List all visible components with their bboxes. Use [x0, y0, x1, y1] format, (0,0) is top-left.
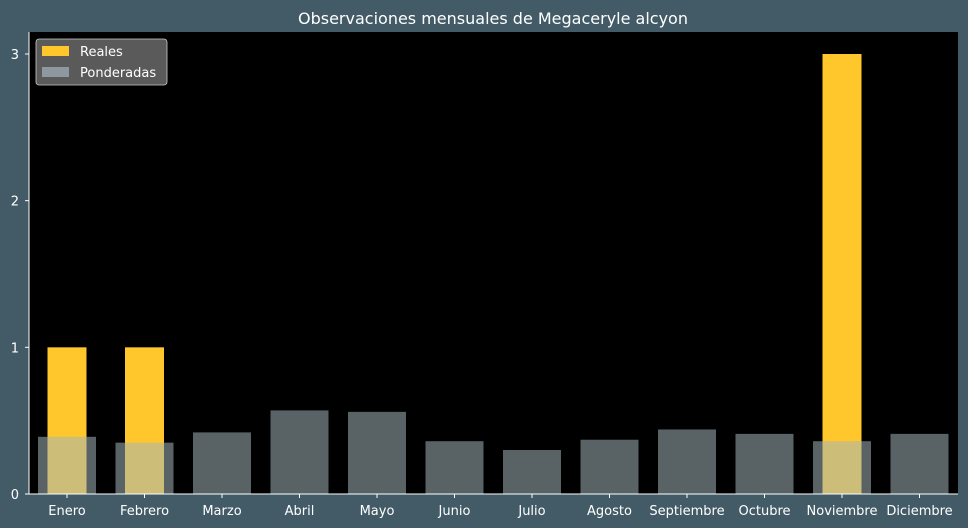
x-tick-label: Julio: [517, 504, 545, 519]
weighted-bars: [38, 410, 949, 494]
legend-swatch-reales: [42, 46, 69, 56]
x-tick-label: Abril: [285, 504, 315, 519]
x-tick-label: Octubre: [738, 504, 790, 519]
legend-label-ponderadas: Ponderadas: [80, 66, 156, 81]
x-tick-label: Junio: [438, 504, 471, 519]
real-bars: [47, 54, 862, 494]
x-tick-label: Febrero: [120, 504, 169, 519]
bar-ponderadas-octubre: [735, 433, 794, 494]
x-tick-label: Diciembre: [886, 504, 952, 519]
bar-ponderadas-abril: [270, 410, 329, 494]
x-tick-label: Noviembre: [807, 504, 878, 519]
x-tick-label: Enero: [48, 504, 86, 519]
legend: Reales Ponderadas: [35, 38, 168, 86]
x-tick-label: Agosto: [587, 504, 632, 519]
y-tick-label: 0: [11, 488, 19, 503]
bar-ponderadas-enero: [38, 436, 96, 494]
y-tick-label: 3: [11, 48, 19, 63]
legend-swatch-ponderadas: [42, 67, 69, 77]
x-ticks: Enero Febrero Marzo Abril Mayo Junio Julio Agos…: [48, 494, 953, 519]
bar-ponderadas-septiembre: [658, 429, 716, 494]
x-tick-label: Mayo: [360, 504, 395, 519]
legend-label-reales: Reales: [80, 45, 123, 60]
y-tick-label: 2: [11, 195, 19, 210]
bar-ponderadas-febrero: [115, 442, 174, 494]
bar-ponderadas-marzo: [193, 432, 251, 494]
x-tick-label: Septiembre: [649, 504, 724, 519]
y-ticks: 0 1 2 3: [11, 48, 29, 503]
plot-area: [29, 32, 958, 494]
bar-ponderadas-mayo: [348, 411, 406, 494]
bar-ponderadas-noviembre: [813, 441, 871, 494]
bar-ponderadas-junio: [425, 441, 484, 494]
bar-ponderadas-diciembre: [890, 433, 949, 494]
chart-title: Observaciones mensuales de Megaceryle al…: [298, 9, 688, 28]
bar-reales-noviembre: [822, 54, 862, 494]
y-tick-label: 1: [11, 341, 19, 356]
bar-ponderadas-agosto: [580, 439, 639, 494]
bar-ponderadas-julio: [503, 450, 561, 494]
x-tick-label: Marzo: [202, 504, 241, 519]
